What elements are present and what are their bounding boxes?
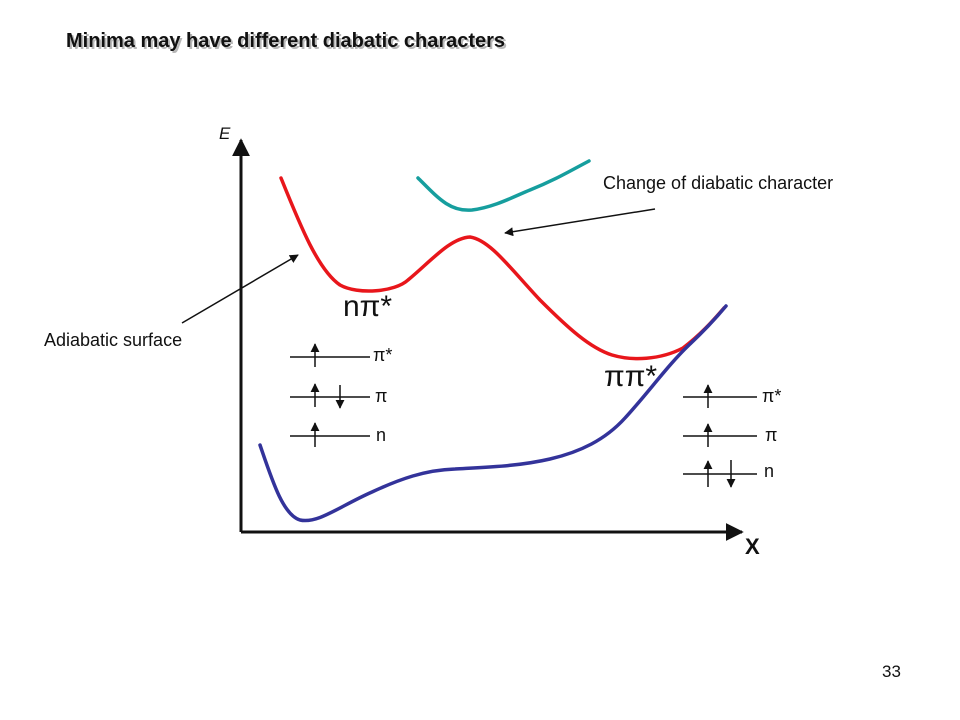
orbital-diagram-pipi (683, 384, 757, 488)
red-adiabatic-curve (279, 176, 726, 361)
page-number: 33 (882, 662, 901, 681)
change-annotation-arrow (504, 208, 656, 237)
x-axis-label: X (745, 534, 760, 559)
right-n-label: n (764, 461, 775, 481)
npi-state-label: nπ* (343, 290, 393, 323)
change-annotation-label: Change of diabatic character (603, 173, 834, 193)
left-n-label: n (376, 425, 387, 445)
left-pistar-label: π* (373, 345, 393, 365)
slide-title: Minima may have different diabatic chara… (66, 30, 506, 52)
adiabatic-annotation-arrow (181, 254, 299, 324)
teal-surface-curve (416, 159, 591, 212)
orbital-diagram-npi (290, 343, 370, 447)
y-axis-label: E (219, 124, 231, 143)
pipi-state-label: ππ* (604, 360, 658, 393)
adiabatic-annotation-label: Adiabatic surface (44, 330, 183, 350)
left-pi-label: π (375, 386, 388, 406)
right-pi-label: π (765, 425, 778, 445)
right-pistar-label: π* (762, 386, 782, 406)
blue-surface-curve (258, 304, 728, 523)
